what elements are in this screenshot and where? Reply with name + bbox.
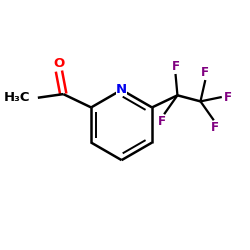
Text: N: N	[116, 83, 127, 96]
Text: F: F	[158, 115, 166, 128]
Text: F: F	[224, 90, 232, 104]
Text: O: O	[53, 57, 64, 70]
Text: F: F	[201, 66, 209, 79]
Text: F: F	[211, 121, 219, 134]
Text: H₃C: H₃C	[4, 91, 30, 104]
Text: F: F	[172, 60, 179, 73]
